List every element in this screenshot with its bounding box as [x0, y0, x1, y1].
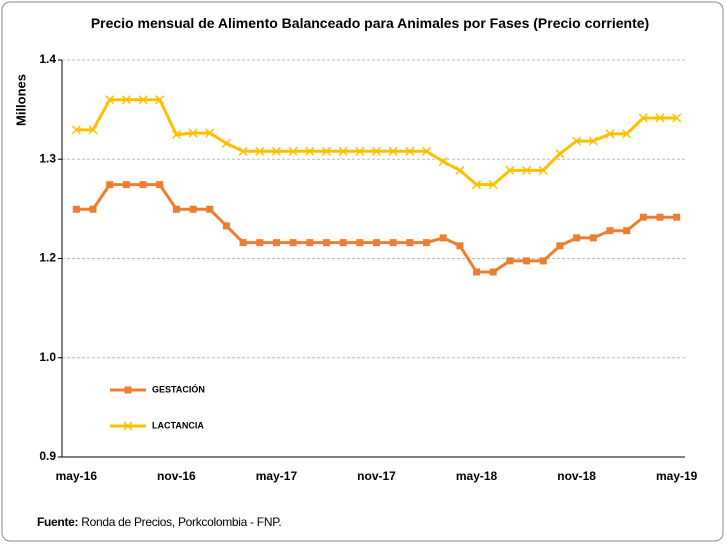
- marker: [455, 165, 465, 175]
- marker: [588, 136, 598, 146]
- marker: [306, 239, 314, 247]
- marker: [389, 239, 397, 247]
- marker: [255, 146, 265, 156]
- x-tick-label: may-19: [656, 469, 698, 483]
- source-text: Ronda de Precios, Porkcolombia - FNP.: [81, 515, 282, 529]
- y-axis-label: Millones: [13, 74, 28, 126]
- marker: [205, 128, 215, 138]
- marker: [289, 239, 297, 247]
- marker: [505, 165, 515, 175]
- marker: [355, 146, 365, 156]
- marker: [622, 129, 632, 139]
- marker: [171, 130, 181, 140]
- marker: [371, 146, 382, 156]
- marker: [506, 257, 514, 265]
- marker: [271, 146, 281, 156]
- marker: [322, 239, 330, 247]
- y-tick-label: 1.0: [39, 350, 56, 364]
- marker: [72, 205, 80, 213]
- marker: [239, 239, 247, 247]
- marker: [522, 165, 532, 175]
- marker: [439, 234, 447, 242]
- marker: [639, 213, 647, 221]
- marker: [573, 234, 581, 242]
- marker: [423, 239, 431, 247]
- marker: [71, 125, 81, 135]
- marker: [655, 113, 665, 123]
- marker: [438, 157, 448, 167]
- marker: [206, 205, 214, 213]
- marker: [123, 421, 133, 431]
- marker: [388, 146, 398, 156]
- marker: [638, 113, 648, 123]
- y-tick-label: 1.2: [39, 251, 56, 265]
- marker: [156, 181, 164, 189]
- source: Fuente: Ronda de Precios, Porkcolombia -…: [37, 515, 282, 529]
- marker: [105, 95, 115, 105]
- marker: [222, 222, 230, 230]
- marker: [272, 239, 280, 247]
- marker: [589, 234, 597, 242]
- marker: [172, 205, 180, 213]
- marker: [656, 213, 664, 221]
- y-tick-label: 0.9: [39, 449, 56, 463]
- marker: [256, 239, 264, 247]
- y-tick-label: 1.3: [39, 151, 56, 165]
- marker: [106, 181, 114, 189]
- marker: [138, 95, 148, 105]
- legend-label: GESTACIÓN: [152, 383, 205, 394]
- marker: [238, 146, 248, 156]
- marker: [489, 268, 497, 276]
- x-tick-label: may-17: [256, 469, 298, 483]
- x-tick-label: may-16: [56, 469, 98, 483]
- marker: [88, 125, 98, 135]
- marker: [305, 146, 315, 156]
- marker: [339, 239, 347, 247]
- marker: [523, 257, 531, 265]
- marker: [605, 129, 615, 139]
- marker: [556, 242, 564, 250]
- marker: [405, 146, 415, 156]
- marker: [421, 146, 432, 156]
- marker: [188, 128, 198, 138]
- marker: [538, 165, 548, 175]
- marker: [288, 146, 298, 156]
- marker: [221, 138, 231, 148]
- marker: [606, 227, 614, 235]
- x-tick-label: may-18: [456, 469, 498, 483]
- legend-label: LACTANCIA: [152, 420, 204, 430]
- marker: [473, 268, 481, 276]
- marker: [139, 181, 147, 189]
- y-tick-label: 1.4: [39, 52, 56, 66]
- marker: [124, 386, 132, 394]
- marker: [572, 136, 582, 146]
- marker: [89, 205, 97, 213]
- marker: [189, 205, 197, 213]
- source-label: Fuente:: [37, 515, 79, 529]
- marker: [673, 213, 681, 221]
- marker: [488, 180, 498, 190]
- x-tick-label: nov-17: [357, 469, 396, 483]
- marker: [672, 113, 682, 123]
- x-tick-label: nov-16: [157, 469, 196, 483]
- marker: [555, 149, 565, 159]
- x-tick-label: nov-18: [557, 469, 596, 483]
- marker: [472, 180, 482, 190]
- marker: [155, 95, 165, 105]
- chart-title: Precio mensual de Alimento Balanceado pa…: [90, 15, 650, 31]
- marker: [623, 227, 631, 235]
- marker: [406, 239, 414, 247]
- marker: [321, 146, 332, 156]
- marker: [122, 181, 130, 189]
- marker: [456, 242, 464, 250]
- marker: [121, 95, 131, 105]
- marker: [373, 239, 380, 247]
- marker: [539, 257, 547, 265]
- marker: [338, 146, 348, 156]
- marker: [356, 239, 364, 247]
